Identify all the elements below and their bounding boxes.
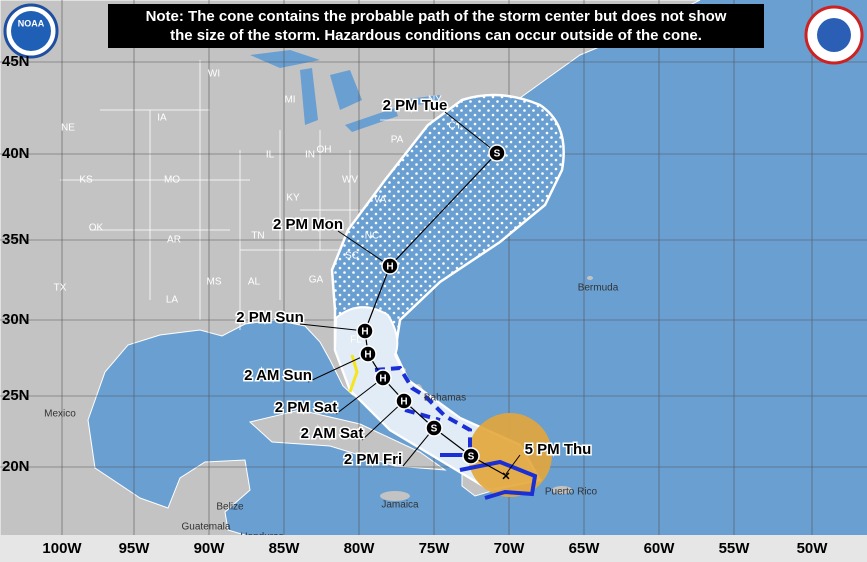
- jamaica: [380, 491, 410, 501]
- cuba: [248, 409, 447, 471]
- puerto-rico: [552, 486, 572, 494]
- leader-line: [335, 377, 384, 415]
- latitude-label: 30N: [2, 311, 30, 328]
- great-lakes: [250, 50, 440, 132]
- longitude-label: 90W: [194, 540, 226, 557]
- leader-line: [299, 323, 366, 332]
- latitude-label: 45N: [2, 53, 30, 70]
- place-label: Jamaica: [381, 500, 419, 511]
- leader-line: [505, 454, 521, 475]
- noaa-logo-inner: [11, 11, 51, 51]
- latitude-label: 20N: [2, 458, 30, 475]
- region-label: MS: [207, 277, 222, 288]
- region-label: PA: [391, 135, 404, 146]
- region-label: KY: [286, 193, 300, 204]
- region-label: GA: [309, 275, 324, 286]
- leader-line: [337, 230, 391, 267]
- region-label: MI: [284, 95, 295, 106]
- storm-marker: [395, 392, 413, 410]
- storm-marker-letter: H: [364, 350, 371, 361]
- longitude-label: 60W: [644, 540, 676, 557]
- place-label: Bermuda: [578, 283, 619, 294]
- longitude-label: 70W: [494, 540, 526, 557]
- nws-logo-inner: [817, 18, 851, 52]
- storm-marker: [359, 345, 377, 363]
- time-label: 2 PM Sat: [275, 399, 338, 416]
- place-label: Belize: [216, 502, 244, 513]
- bermuda: [587, 276, 593, 280]
- latitude-label: 40N: [2, 145, 30, 162]
- region-label: SC: [345, 251, 359, 262]
- longitude-label: 50W: [797, 540, 829, 557]
- note-line: the size of the storm. Hazardous conditi…: [170, 27, 702, 44]
- region-label: TN: [251, 231, 264, 242]
- place-label: Bahamas: [424, 393, 466, 404]
- longitude-label: 100W: [42, 540, 82, 557]
- storm-marker-letter: H: [386, 262, 393, 273]
- storm-marker-letter: S: [431, 424, 438, 435]
- region-label: NY: [428, 95, 442, 106]
- storm-marker-letter: H: [379, 374, 386, 385]
- storm-marker: [462, 447, 480, 465]
- leader-line: [307, 353, 369, 383]
- time-label: 2 PM Sun: [236, 309, 304, 326]
- region-label: AL: [248, 277, 261, 288]
- region-label: KS: [79, 175, 93, 186]
- hurricane-watch: [374, 365, 472, 450]
- longitude-label: 75W: [419, 540, 451, 557]
- region-label: IN: [305, 150, 315, 161]
- region-label: FL: [350, 335, 362, 346]
- region-label: NC: [365, 231, 379, 242]
- noaa-logo-text: NOAA: [18, 18, 45, 28]
- axis-strip: [0, 535, 867, 562]
- note-line: Note: The cone contains the probable pat…: [146, 8, 727, 25]
- region-label: VA: [374, 195, 387, 206]
- place-label: Guatemala: [182, 522, 231, 533]
- region-label: LA: [166, 295, 179, 306]
- longitude-label: 55W: [719, 540, 751, 557]
- storm-marker-letter: H: [361, 327, 368, 338]
- region-label: IA: [157, 113, 167, 124]
- latitude-label: 35N: [2, 231, 30, 248]
- leader-line: [444, 111, 498, 154]
- time-label: 2 PM Fri: [344, 451, 402, 468]
- longitude-label: 85W: [269, 540, 301, 557]
- region-label: AR: [167, 235, 181, 246]
- region-label: IL: [266, 150, 275, 161]
- storm-marker-letter: H: [400, 397, 407, 408]
- current-label: 5 PM Thu: [525, 441, 592, 458]
- place-label: Puerto Rico: [545, 487, 598, 498]
- region-label: MO: [164, 175, 180, 186]
- storm-marker: [356, 322, 374, 340]
- longitude-label: 65W: [569, 540, 601, 557]
- note-box: [108, 4, 764, 48]
- longitude-label: 95W: [119, 540, 151, 557]
- region-label: OH: [317, 145, 332, 156]
- place-label: Mexico: [44, 409, 76, 420]
- longitude-label: 80W: [344, 540, 376, 557]
- current-position: ×: [502, 468, 510, 484]
- storm-marker: [374, 369, 392, 387]
- region-label: CT: [448, 121, 461, 132]
- storm-marker-letter: S: [468, 452, 475, 463]
- storm-marker-letter: S: [494, 149, 501, 160]
- region-label: TX: [54, 283, 67, 294]
- storm-marker: [425, 419, 443, 437]
- time-label: 2 AM Sat: [301, 425, 364, 442]
- region-label: OK: [89, 223, 104, 234]
- time-label: 2 PM Mon: [273, 216, 343, 233]
- storm-marker: [381, 257, 399, 275]
- leader-line: [361, 400, 405, 441]
- region-label: WV: [342, 175, 358, 186]
- time-label: 2 PM Tue: [383, 97, 448, 114]
- storm-marker: [488, 144, 506, 162]
- time-label: 2 AM Sun: [244, 367, 312, 384]
- latitude-label: 25N: [2, 387, 30, 404]
- region-label: WI: [208, 69, 220, 80]
- region-label: NE: [61, 123, 75, 134]
